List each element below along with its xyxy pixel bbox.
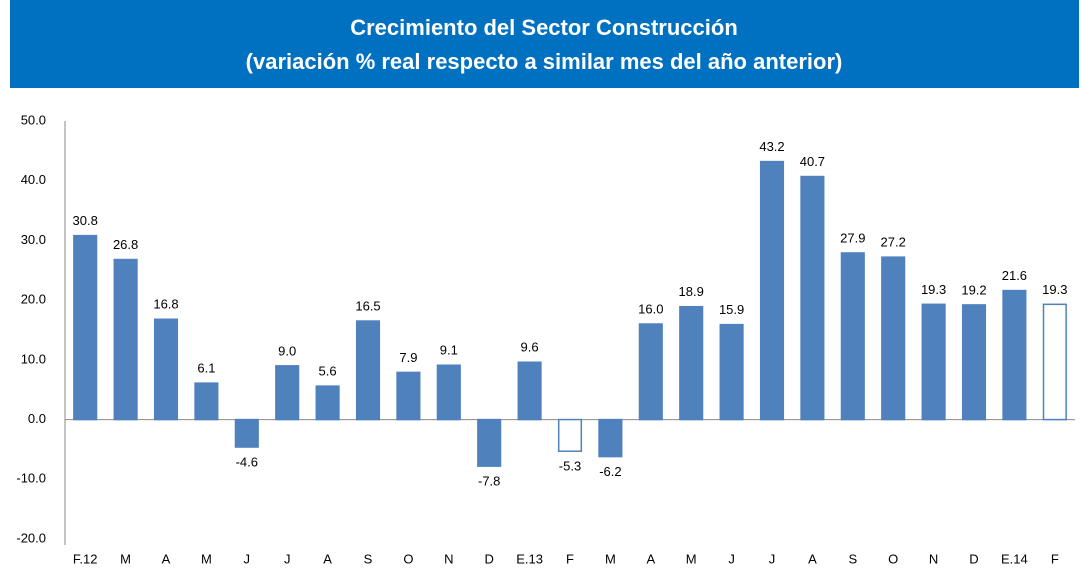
x-tick-label: A xyxy=(323,551,332,566)
data-label: -6.2 xyxy=(599,464,621,479)
bar xyxy=(355,320,381,421)
x-tick-label: S xyxy=(364,551,373,566)
bar xyxy=(557,418,583,452)
data-label: 30.8 xyxy=(73,213,98,228)
x-tick-label: E.14 xyxy=(1001,551,1028,566)
data-label: 16.5 xyxy=(355,298,380,313)
x-tick-label: E.13 xyxy=(516,551,543,566)
chart-subtitle: (variación % real respecto a similar mes… xyxy=(246,49,843,74)
x-tick-label: M xyxy=(201,551,212,566)
bar xyxy=(234,418,259,448)
x-tick-label: M xyxy=(605,551,616,566)
y-tick-label: 0.0 xyxy=(28,411,46,426)
x-tick-label: N xyxy=(929,551,938,566)
data-label: 40.7 xyxy=(800,154,825,169)
y-tick-label: 20.0 xyxy=(21,292,46,307)
bar xyxy=(881,256,906,421)
data-label: 27.2 xyxy=(881,235,906,250)
data-label: 7.9 xyxy=(399,350,417,365)
bar xyxy=(638,323,663,421)
x-tick-label: D xyxy=(485,551,494,566)
bar xyxy=(315,385,340,421)
data-label: -5.3 xyxy=(559,459,581,474)
x-tick-label: A xyxy=(646,551,655,566)
y-tick-label: 40.0 xyxy=(21,172,46,187)
x-tick-label: F xyxy=(566,551,574,566)
data-label: 19.3 xyxy=(1042,282,1067,297)
x-tick-label: J xyxy=(769,551,776,566)
x-tick-label: F xyxy=(1051,551,1059,566)
y-tick-label: 10.0 xyxy=(21,351,46,366)
data-label: 9.1 xyxy=(440,343,458,358)
bar xyxy=(921,303,946,421)
bar xyxy=(840,252,865,421)
data-label: 16.0 xyxy=(638,301,663,316)
data-label: 18.9 xyxy=(679,284,704,299)
title-banner xyxy=(10,0,1079,88)
bar xyxy=(477,418,502,467)
y-tick-label: 50.0 xyxy=(21,112,46,127)
x-tick-label: J xyxy=(244,551,251,566)
data-label: 16.8 xyxy=(153,297,178,312)
data-label: 26.8 xyxy=(113,237,138,252)
bar xyxy=(598,418,623,458)
x-tick-label: M xyxy=(120,551,131,566)
data-label: 9.0 xyxy=(278,343,296,358)
data-label: 43.2 xyxy=(759,139,784,154)
y-tick-label: -20.0 xyxy=(16,530,46,545)
x-tick-label: F.12 xyxy=(73,551,98,566)
data-label: 15.9 xyxy=(719,302,744,317)
bar xyxy=(275,365,300,421)
x-tick-label: O xyxy=(888,551,898,566)
chart-title: Crecimiento del Sector Construcción xyxy=(350,15,738,40)
x-tick-label: A xyxy=(808,551,817,566)
bar xyxy=(396,371,421,421)
x-tick-label: O xyxy=(403,551,413,566)
bar xyxy=(759,160,785,421)
x-tick-label: D xyxy=(969,551,978,566)
data-label: 27.9 xyxy=(840,230,865,245)
data-label: 6.1 xyxy=(197,361,215,376)
bar xyxy=(194,382,219,421)
data-label: -7.8 xyxy=(478,474,500,489)
x-tick-label: M xyxy=(686,551,697,566)
bar xyxy=(800,175,825,421)
x-tick-label: A xyxy=(162,551,171,566)
x-tick-label: S xyxy=(848,551,857,566)
bar xyxy=(679,305,704,421)
x-tick-label: J xyxy=(728,551,735,566)
x-tick-label: N xyxy=(444,551,453,566)
data-label: 5.6 xyxy=(319,364,337,379)
data-label: 9.6 xyxy=(521,340,539,355)
bar xyxy=(436,364,461,421)
data-label: -4.6 xyxy=(236,454,258,469)
bar xyxy=(153,318,179,421)
bar xyxy=(961,304,987,421)
bar xyxy=(719,323,744,421)
y-tick-label: 30.0 xyxy=(21,232,46,247)
data-label: 19.3 xyxy=(921,282,946,297)
x-tick-label: J xyxy=(284,551,291,566)
bar xyxy=(1042,303,1067,421)
data-label: 21.6 xyxy=(1002,268,1027,283)
bar xyxy=(517,361,542,421)
bar xyxy=(113,258,138,421)
y-tick-label: -10.0 xyxy=(16,471,46,486)
bar xyxy=(1002,289,1027,421)
data-label: 19.2 xyxy=(961,282,986,297)
bar xyxy=(73,234,98,421)
